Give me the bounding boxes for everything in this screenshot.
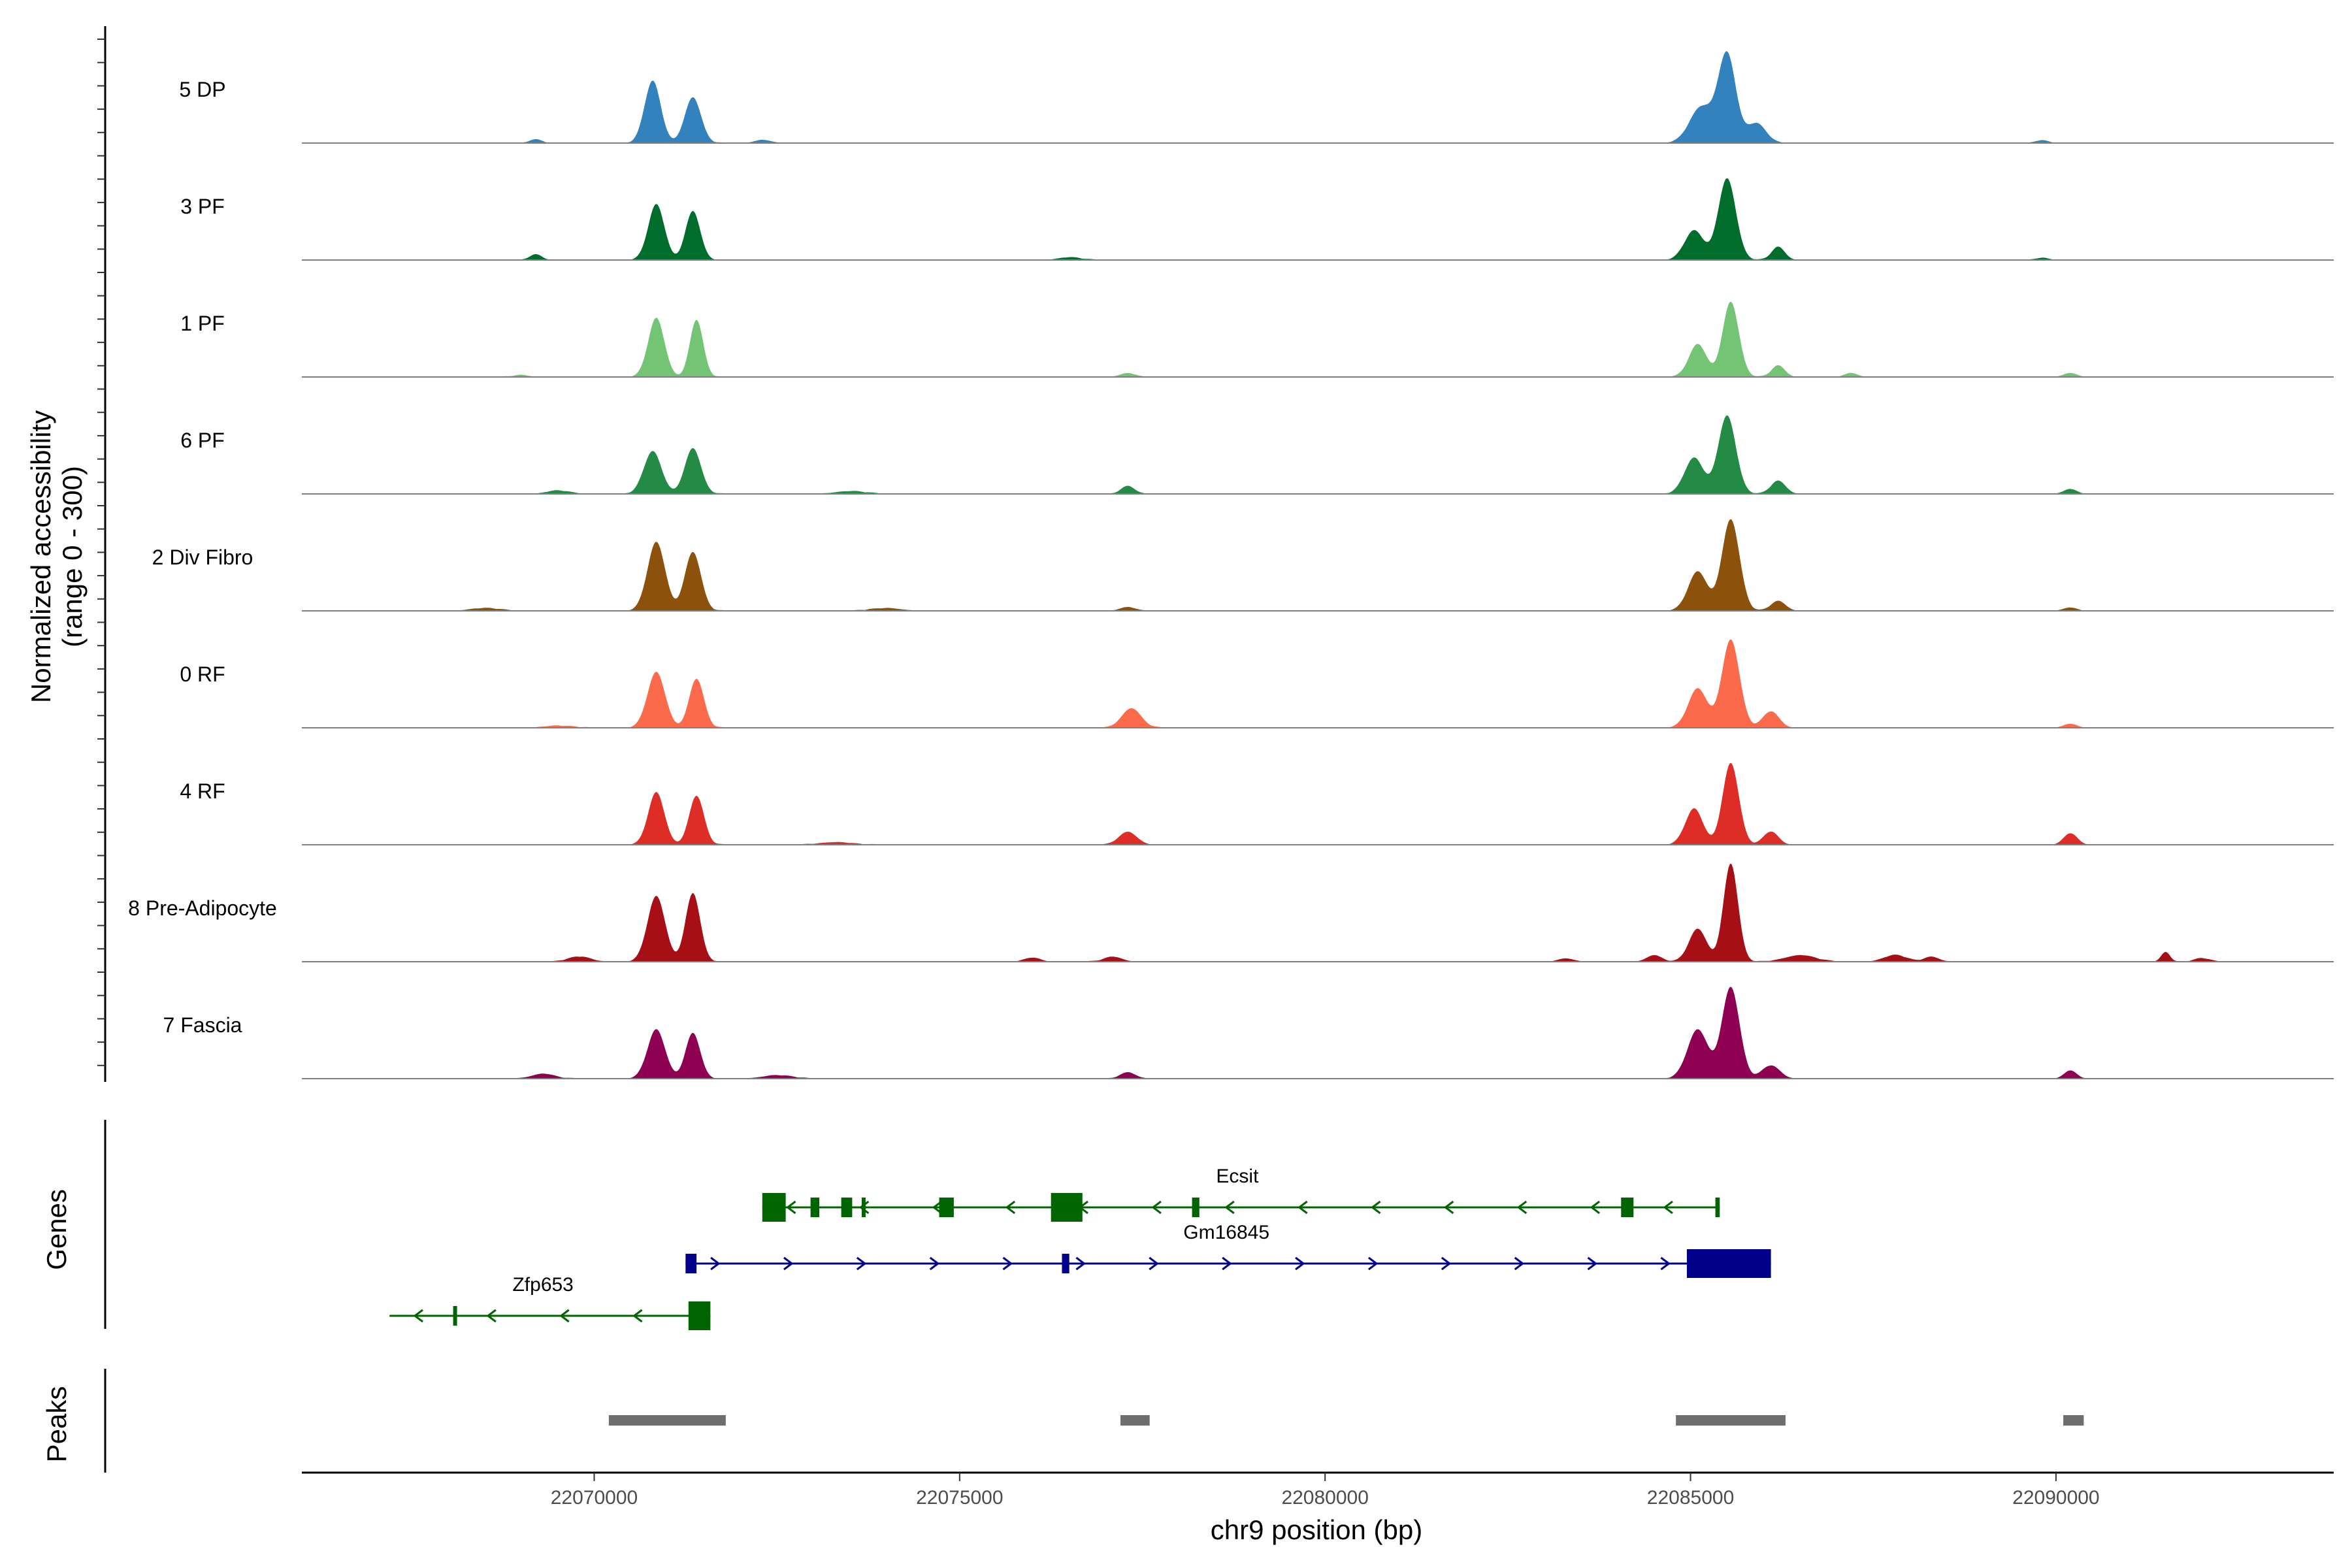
peak-region-bar	[1120, 1415, 1150, 1426]
coverage-area	[302, 178, 2334, 260]
strand-arrow	[1295, 1256, 1305, 1271]
strand-arrow	[1516, 1200, 1527, 1215]
track-label: 1 PF	[180, 312, 225, 335]
coverage-area	[302, 639, 2334, 728]
strand-arrow	[1587, 1256, 1598, 1271]
y-axis-title-line2: (range 0 - 300)	[57, 466, 88, 647]
strand-arrow	[1371, 1200, 1381, 1215]
x-tick-label: 22085000	[1647, 1487, 1734, 1509]
exon	[1715, 1198, 1720, 1217]
strand-arrow	[1663, 1200, 1673, 1215]
strand-arrow	[1368, 1256, 1379, 1271]
gene-name: Gm16845	[1183, 1222, 1269, 1243]
x-tick-label: 22070000	[551, 1487, 638, 1509]
y-axis	[97, 26, 106, 1473]
strand-arrow	[1514, 1256, 1525, 1271]
exon	[688, 1301, 711, 1330]
strand-arrow	[1660, 1256, 1671, 1271]
gene-annotation-panel: Ecsit Gm16845 Zfp653	[389, 1166, 1771, 1330]
coverage-area	[302, 51, 2334, 144]
peak-region-bar	[2063, 1415, 2084, 1426]
strand-arrow	[1224, 1200, 1235, 1215]
exon	[810, 1198, 820, 1217]
exon	[1051, 1193, 1083, 1222]
strand-arrow	[1590, 1200, 1601, 1215]
strand-arrow	[783, 1256, 794, 1271]
strand-arrow	[1005, 1200, 1016, 1215]
track-label: 7 Fascia	[163, 1013, 242, 1037]
x-axis-title: chr9 position (bp)	[1211, 1514, 1423, 1545]
strand-arrow	[932, 1200, 943, 1215]
exon	[1621, 1198, 1634, 1217]
peaks-panel-title: Peaks	[41, 1386, 72, 1463]
track-label: 0 RF	[180, 662, 225, 686]
strand-arrow	[413, 1309, 423, 1323]
coverage-area	[302, 519, 2334, 611]
strand-arrow	[710, 1256, 721, 1271]
strand-arrow	[929, 1256, 940, 1271]
track-label: 4 RF	[180, 779, 225, 803]
exon	[762, 1193, 786, 1222]
track-label: 3 PF	[180, 195, 225, 218]
x-tick-label: 22075000	[916, 1487, 1003, 1509]
strand-arrow	[559, 1309, 570, 1323]
strand-arrow	[486, 1309, 497, 1323]
peak-regions-panel	[608, 1415, 2084, 1426]
peak-region-bar	[608, 1415, 726, 1426]
peak-region-bar	[1676, 1415, 1786, 1426]
strand-arrow	[856, 1256, 867, 1271]
exon	[861, 1198, 866, 1217]
exon	[453, 1306, 457, 1326]
x-axis: 22070000 22075000 22080000 22085000 22090000	[302, 1471, 2334, 1509]
gene-name: Zfp653	[512, 1274, 573, 1296]
y-axis-title-line1: Normalized accessibility	[25, 410, 56, 703]
strand-arrow	[1151, 1200, 1162, 1215]
track-label: 5 DP	[179, 78, 225, 101]
strand-arrow	[786, 1200, 796, 1215]
strand-arrow	[1075, 1256, 1086, 1271]
coverage-area	[302, 864, 2334, 962]
exon	[1062, 1254, 1070, 1273]
strand-arrow	[1298, 1200, 1308, 1215]
track-label: 8 Pre-Adipocyte	[128, 896, 277, 920]
track-label: 2 Div Fibro	[152, 546, 253, 569]
coverage-tracks: 5 DP 3 PF 1 PF 6 PF 2 Div Fibro 0 RF 4 RF 8 Pre…	[128, 51, 2334, 1079]
coverage-area	[302, 987, 2334, 1079]
strand-arrow	[1222, 1256, 1232, 1271]
genes-panel-title: Genes	[41, 1189, 72, 1270]
x-tick-label: 22090000	[2012, 1487, 2099, 1509]
strand-arrow	[1149, 1256, 1159, 1271]
strand-arrow	[1443, 1200, 1454, 1215]
coverage-area	[302, 763, 2334, 845]
track-label: 6 PF	[180, 429, 225, 452]
exon	[685, 1254, 697, 1273]
strand-arrow	[632, 1309, 643, 1323]
x-tick-label: 22080000	[1281, 1487, 1368, 1509]
exon	[1192, 1198, 1200, 1217]
exon	[939, 1198, 954, 1217]
strand-arrow	[1441, 1256, 1452, 1271]
coverage-area	[302, 302, 2334, 377]
strand-arrow	[1002, 1256, 1013, 1271]
strand-arrow	[858, 1200, 870, 1215]
exon	[841, 1198, 853, 1217]
coverage-area	[302, 415, 2334, 494]
gene-name: Ecsit	[1216, 1166, 1259, 1187]
exon	[1686, 1249, 1771, 1278]
